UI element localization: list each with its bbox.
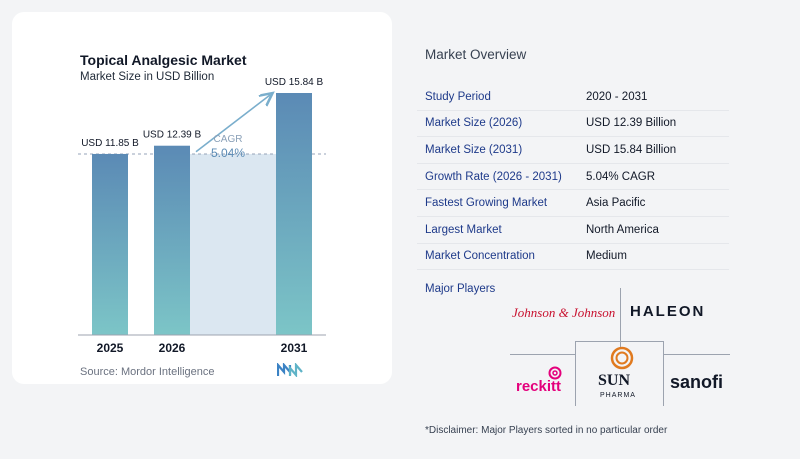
disclaimer-text: *Disclaimer: Major Players sorted in no … [425,425,668,436]
value-label: USD 12.39 B [143,130,202,141]
category-label: 2026 [159,341,186,355]
bar-2026 [154,145,190,335]
value-label: USD 15.84 B [265,77,324,88]
haleon-logo: HALEON [630,303,706,320]
sanofi-logo: sanofi [670,372,724,392]
cagr-arrow [195,95,270,153]
overview-label: Study Period [425,90,491,103]
bar-2025 [92,153,128,335]
overview-value: Medium [586,250,627,263]
johnson-johnson-logo: Johnson & Johnson [512,305,616,320]
player-logo-grid: Johnson & Johnson HALEON reckitt SUN PHA… [510,288,730,406]
grid-divider [663,354,730,355]
overview-title: Market Overview [425,47,527,62]
cagr-value: 5.04% [211,146,245,160]
bar-chart: USD 11.85 B 2025 USD 12.39 B 2026 USD 15.84 … [78,77,326,355]
grid-divider [575,341,663,342]
category-label: 2031 [281,341,308,355]
overview-value: 5.04% CAGR [586,170,656,183]
grid-divider [510,354,575,355]
overview-value: 2020 - 2031 [586,90,648,103]
chart-title: Topical Analgesic Market [80,52,247,68]
overview-value: USD 12.39 Billion [586,117,677,130]
overview-row: Growth Rate (2026 - 2031) 5.04% CAGR [417,164,729,191]
value-label: USD 11.85 B [81,138,139,149]
overview-value: North America [586,223,659,236]
overview-row: Market Concentration Medium [417,244,729,271]
overview-row: Largest Market North America [417,217,729,244]
overview-label: Fastest Growing Market [425,197,548,210]
reckitt-swirl-icon [548,366,562,380]
overview-label: Largest Market [425,223,502,236]
major-players-title: Major Players [425,283,496,295]
cagr-label: CAGR [214,134,243,145]
overview-row: Fastest Growing Market Asia Pacific [417,190,729,217]
source-text: Source: Mordor Intelligence [80,366,215,378]
grid-divider [575,341,576,406]
overview-label: Market Size (2026) [425,117,523,130]
grid-divider [620,288,621,348]
growth-band [190,153,276,335]
overview-label: Market Concentration [425,250,535,263]
chart-subtitle: Market Size in USD Billion [80,71,215,83]
overview-row: Market Size (2031) USD 15.84 Billion [417,137,729,164]
mordor-logo-icon [277,363,303,377]
overview-value: USD 15.84 Billion [586,143,677,156]
overview-value: Asia Pacific [586,197,646,210]
overview-label: Market Size (2031) [425,143,523,156]
overview-table: Study Period 2020 - 2031 Market Size (20… [417,84,729,271]
reckitt-logo: reckitt [516,378,562,395]
overview-row: Market Size (2026) USD 12.39 Billion [417,111,729,138]
bar-2031 [276,93,312,335]
grid-divider [663,341,664,406]
overview-row: Study Period 2020 - 2031 [417,84,729,111]
category-label: 2025 [97,341,124,355]
sun-pharma-subtext: PHARMA [600,392,636,399]
sun-pharma-logo: SUN [598,372,631,389]
overview-label: Growth Rate (2026 - 2031) [425,170,562,183]
sun-pharma-emblem-icon [610,346,634,370]
